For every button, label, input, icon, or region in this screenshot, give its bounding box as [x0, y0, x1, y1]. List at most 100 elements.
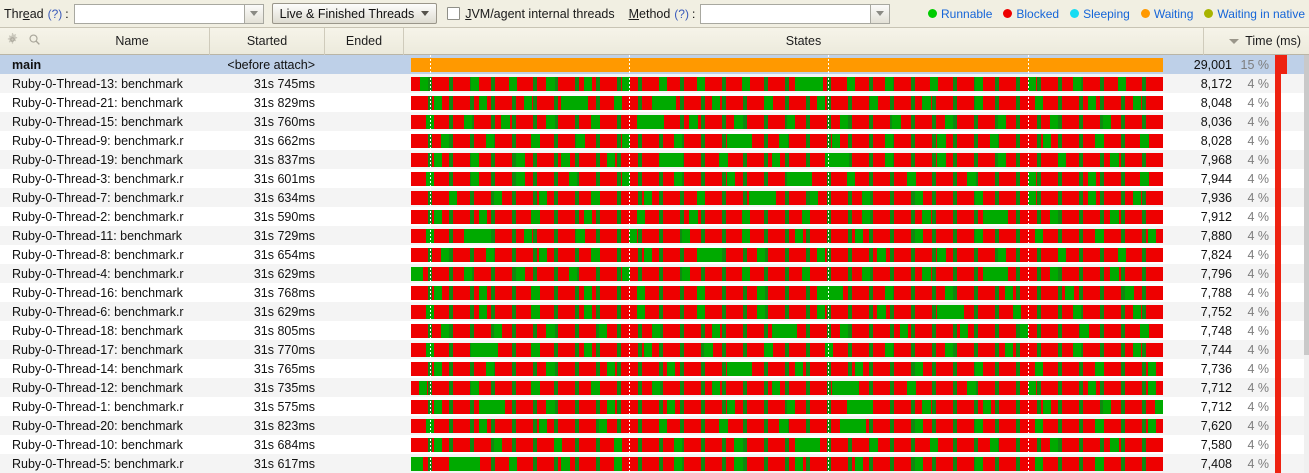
- state-segment: [1095, 418, 1104, 433]
- table-row[interactable]: Ruby-0-Thread-17: benchmark 31s 770ms 7,74…: [0, 340, 1309, 359]
- method-filter-dropdown-button[interactable]: [870, 3, 891, 24]
- cell-time-percent: 4 %: [1247, 209, 1269, 224]
- column-header-started[interactable]: Started: [210, 27, 325, 55]
- state-segment: [877, 304, 886, 319]
- cell-time-sparkbar: [1274, 188, 1309, 207]
- cell-states: [404, 321, 1170, 340]
- method-help-icon[interactable]: (?): [674, 6, 689, 21]
- search-icon[interactable]: [28, 33, 41, 49]
- state-segment: [1140, 133, 1149, 148]
- table-row[interactable]: Ruby-0-Thread-5: benchmark.r 31s 617ms 7,4…: [0, 454, 1309, 473]
- state-segment: [704, 342, 713, 357]
- state-segment: [538, 247, 548, 262]
- cell-thread-name: Ruby-0-Thread-8: benchmark.r: [12, 247, 184, 262]
- state-segment: [854, 361, 863, 376]
- thread-scope-select[interactable]: Live & Finished Threads: [271, 3, 438, 24]
- table-row[interactable]: Ruby-0-Thread-13: benchmark 31s 745ms 8,17…: [0, 74, 1309, 93]
- table-row[interactable]: main <before attach> 29,001 15 %: [0, 55, 1309, 74]
- legend-item-runnable: Runnable: [928, 7, 992, 21]
- cell-started: 31s 770ms: [253, 342, 315, 357]
- checkbox-box[interactable]: [447, 7, 461, 20]
- time-spark-fill: [1275, 93, 1281, 112]
- method-filter-input-wrap[interactable]: [700, 3, 871, 24]
- thread-filter-dropdown-button[interactable]: [243, 3, 264, 24]
- thread-filter-combo[interactable]: [73, 3, 264, 24]
- cell-thread-name: Ruby-0-Thread-20: benchmark: [12, 418, 183, 433]
- time-spark-fill: [1275, 150, 1281, 169]
- table-row[interactable]: Ruby-0-Thread-9: benchmark.r 31s 662ms 8,0…: [0, 131, 1309, 150]
- state-segment-pattern: [411, 285, 1163, 300]
- table-row[interactable]: Ruby-0-Thread-19: benchmark 31s 837ms 7,96…: [0, 150, 1309, 169]
- legend-item-sleeping: Sleeping: [1070, 7, 1130, 21]
- cell-thread-name: Ruby-0-Thread-16: benchmark: [12, 285, 183, 300]
- state-segment: [553, 437, 563, 452]
- state-timeline-bar: [411, 304, 1163, 319]
- state-segment: [839, 114, 848, 129]
- cell-states: [404, 454, 1170, 473]
- column-header-name[interactable]: Name: [55, 27, 210, 55]
- state-segment: [1005, 342, 1014, 357]
- state-segment: [426, 228, 435, 243]
- table-row[interactable]: Ruby-0-Thread-10: benchmark 31s 684ms 7,58…: [0, 435, 1309, 454]
- jvm-internal-threads-checkbox[interactable]: JVM/agent internal threads: [447, 7, 615, 21]
- table-row[interactable]: Ruby-0-Thread-2: benchmark.r 31s 590ms 7,9…: [0, 207, 1309, 226]
- state-segment: [659, 418, 668, 433]
- table-row[interactable]: Ruby-0-Thread-8: benchmark.r 31s 654ms 7,8…: [0, 245, 1309, 264]
- thread-table-body[interactable]: main <before attach> 29,001 15 % Ruby-0-Thre…: [0, 55, 1309, 473]
- column-header-time[interactable]: Time (ms): [1204, 28, 1309, 55]
- state-segment: [1102, 114, 1112, 129]
- table-row[interactable]: Ruby-0-Thread-4: benchmark.r 31s 629ms 7,7…: [0, 264, 1309, 283]
- state-timeline-bar: [411, 76, 1163, 91]
- state-segment: [636, 209, 645, 224]
- table-row[interactable]: Ruby-0-Thread-3: benchmark.r 31s 601ms 7,9…: [0, 169, 1309, 188]
- state-segment: [975, 95, 984, 110]
- table-row[interactable]: Ruby-0-Thread-15: benchmark 31s 760ms 8,03…: [0, 112, 1309, 131]
- state-segment: [463, 266, 472, 281]
- cell-time-sparkbar: [1274, 321, 1309, 340]
- table-row[interactable]: Ruby-0-Thread-14: benchmark 31s 765ms 7,73…: [0, 359, 1309, 378]
- cell-started: 31s 837ms: [253, 152, 315, 167]
- cell-time-percent: 4 %: [1247, 133, 1269, 148]
- cell-thread-name: Ruby-0-Thread-9: benchmark.r: [12, 133, 184, 148]
- state-segment: [636, 114, 664, 129]
- state-segment: [411, 266, 424, 281]
- state-segment: [463, 114, 472, 129]
- cell-time-sparkbar: [1274, 74, 1309, 93]
- state-segment: [726, 399, 736, 414]
- method-label-colon: :: [691, 6, 696, 21]
- table-row[interactable]: Ruby-0-Thread-18: benchmark 31s 805ms 7,74…: [0, 321, 1309, 340]
- state-segment: [779, 133, 788, 148]
- column-header-ended[interactable]: Ended: [325, 27, 404, 55]
- state-segment: [862, 209, 871, 224]
- table-row[interactable]: Ruby-0-Thread-1: benchmark.r 31s 575ms 7,7…: [0, 397, 1309, 416]
- thread-help-icon[interactable]: (?): [47, 6, 63, 21]
- cell-states: [404, 150, 1170, 169]
- state-segment: [426, 418, 435, 433]
- cell-thread-name: Ruby-0-Thread-13: benchmark: [12, 76, 183, 91]
- state-segment: [787, 171, 812, 186]
- state-segment: [959, 323, 969, 338]
- table-row[interactable]: Ruby-0-Thread-7: benchmark.r 31s 634ms 7,9…: [0, 188, 1309, 207]
- state-segment: [862, 266, 871, 281]
- table-row[interactable]: Ruby-0-Thread-12: benchmark 31s 735ms 7,71…: [0, 378, 1309, 397]
- state-segment: [471, 342, 499, 357]
- vertical-scrollbar-thumb[interactable]: [1304, 55, 1309, 355]
- vertical-scrollbar[interactable]: [1304, 55, 1309, 473]
- state-segment: [741, 266, 751, 281]
- table-row[interactable]: Ruby-0-Thread-16: benchmark 31s 768ms 7,78…: [0, 283, 1309, 302]
- method-filter-input[interactable]: [701, 4, 871, 23]
- table-row[interactable]: Ruby-0-Thread-21: benchmark 31s 829ms 8,04…: [0, 93, 1309, 112]
- thread-filter-input[interactable]: [74, 4, 244, 23]
- table-row[interactable]: Ruby-0-Thread-20: benchmark 31s 823ms 7,62…: [0, 416, 1309, 435]
- state-segment: [1027, 190, 1036, 205]
- state-timeline-bar: [411, 323, 1163, 338]
- thread-filter-input-wrap[interactable]: [73, 3, 244, 24]
- table-row[interactable]: Ruby-0-Thread-11: benchmark 31s 729ms 7,88…: [0, 226, 1309, 245]
- column-header-states[interactable]: States: [404, 27, 1204, 55]
- gear-icon[interactable]: [6, 33, 19, 49]
- method-filter-combo[interactable]: [700, 3, 891, 24]
- state-timeline-bar: [411, 266, 1163, 281]
- table-row[interactable]: Ruby-0-Thread-6: benchmark.r 31s 629ms 7,7…: [0, 302, 1309, 321]
- state-segment: [877, 247, 886, 262]
- cell-time-ms: 8,172: [1200, 76, 1232, 91]
